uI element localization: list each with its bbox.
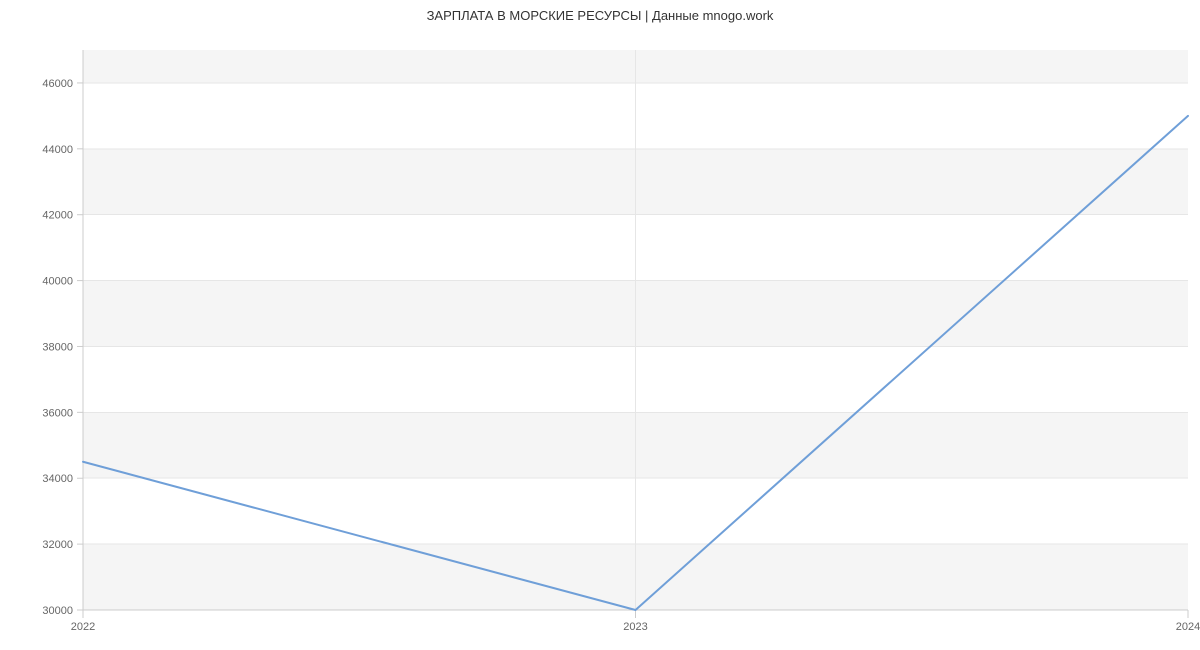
chart-svg: 30000 32000 34000 36000 38000 40000 42000 44000…: [0, 0, 1200, 650]
svg-text:30000: 30000: [42, 605, 73, 617]
svg-text:36000: 36000: [42, 407, 73, 419]
svg-text:2023: 2023: [623, 621, 647, 633]
svg-text:2024: 2024: [1176, 621, 1200, 633]
svg-text:46000: 46000: [42, 78, 73, 90]
svg-text:2022: 2022: [71, 621, 95, 633]
svg-text:42000: 42000: [42, 210, 73, 222]
line-chart: ЗАРПЛАТА В МОРСКИЕ РЕСУРСЫ | Данные mnog…: [0, 0, 1200, 650]
svg-text:32000: 32000: [42, 539, 73, 551]
svg-text:44000: 44000: [42, 144, 73, 156]
svg-text:38000: 38000: [42, 341, 73, 353]
svg-text:34000: 34000: [42, 473, 73, 485]
svg-text:40000: 40000: [42, 276, 73, 288]
